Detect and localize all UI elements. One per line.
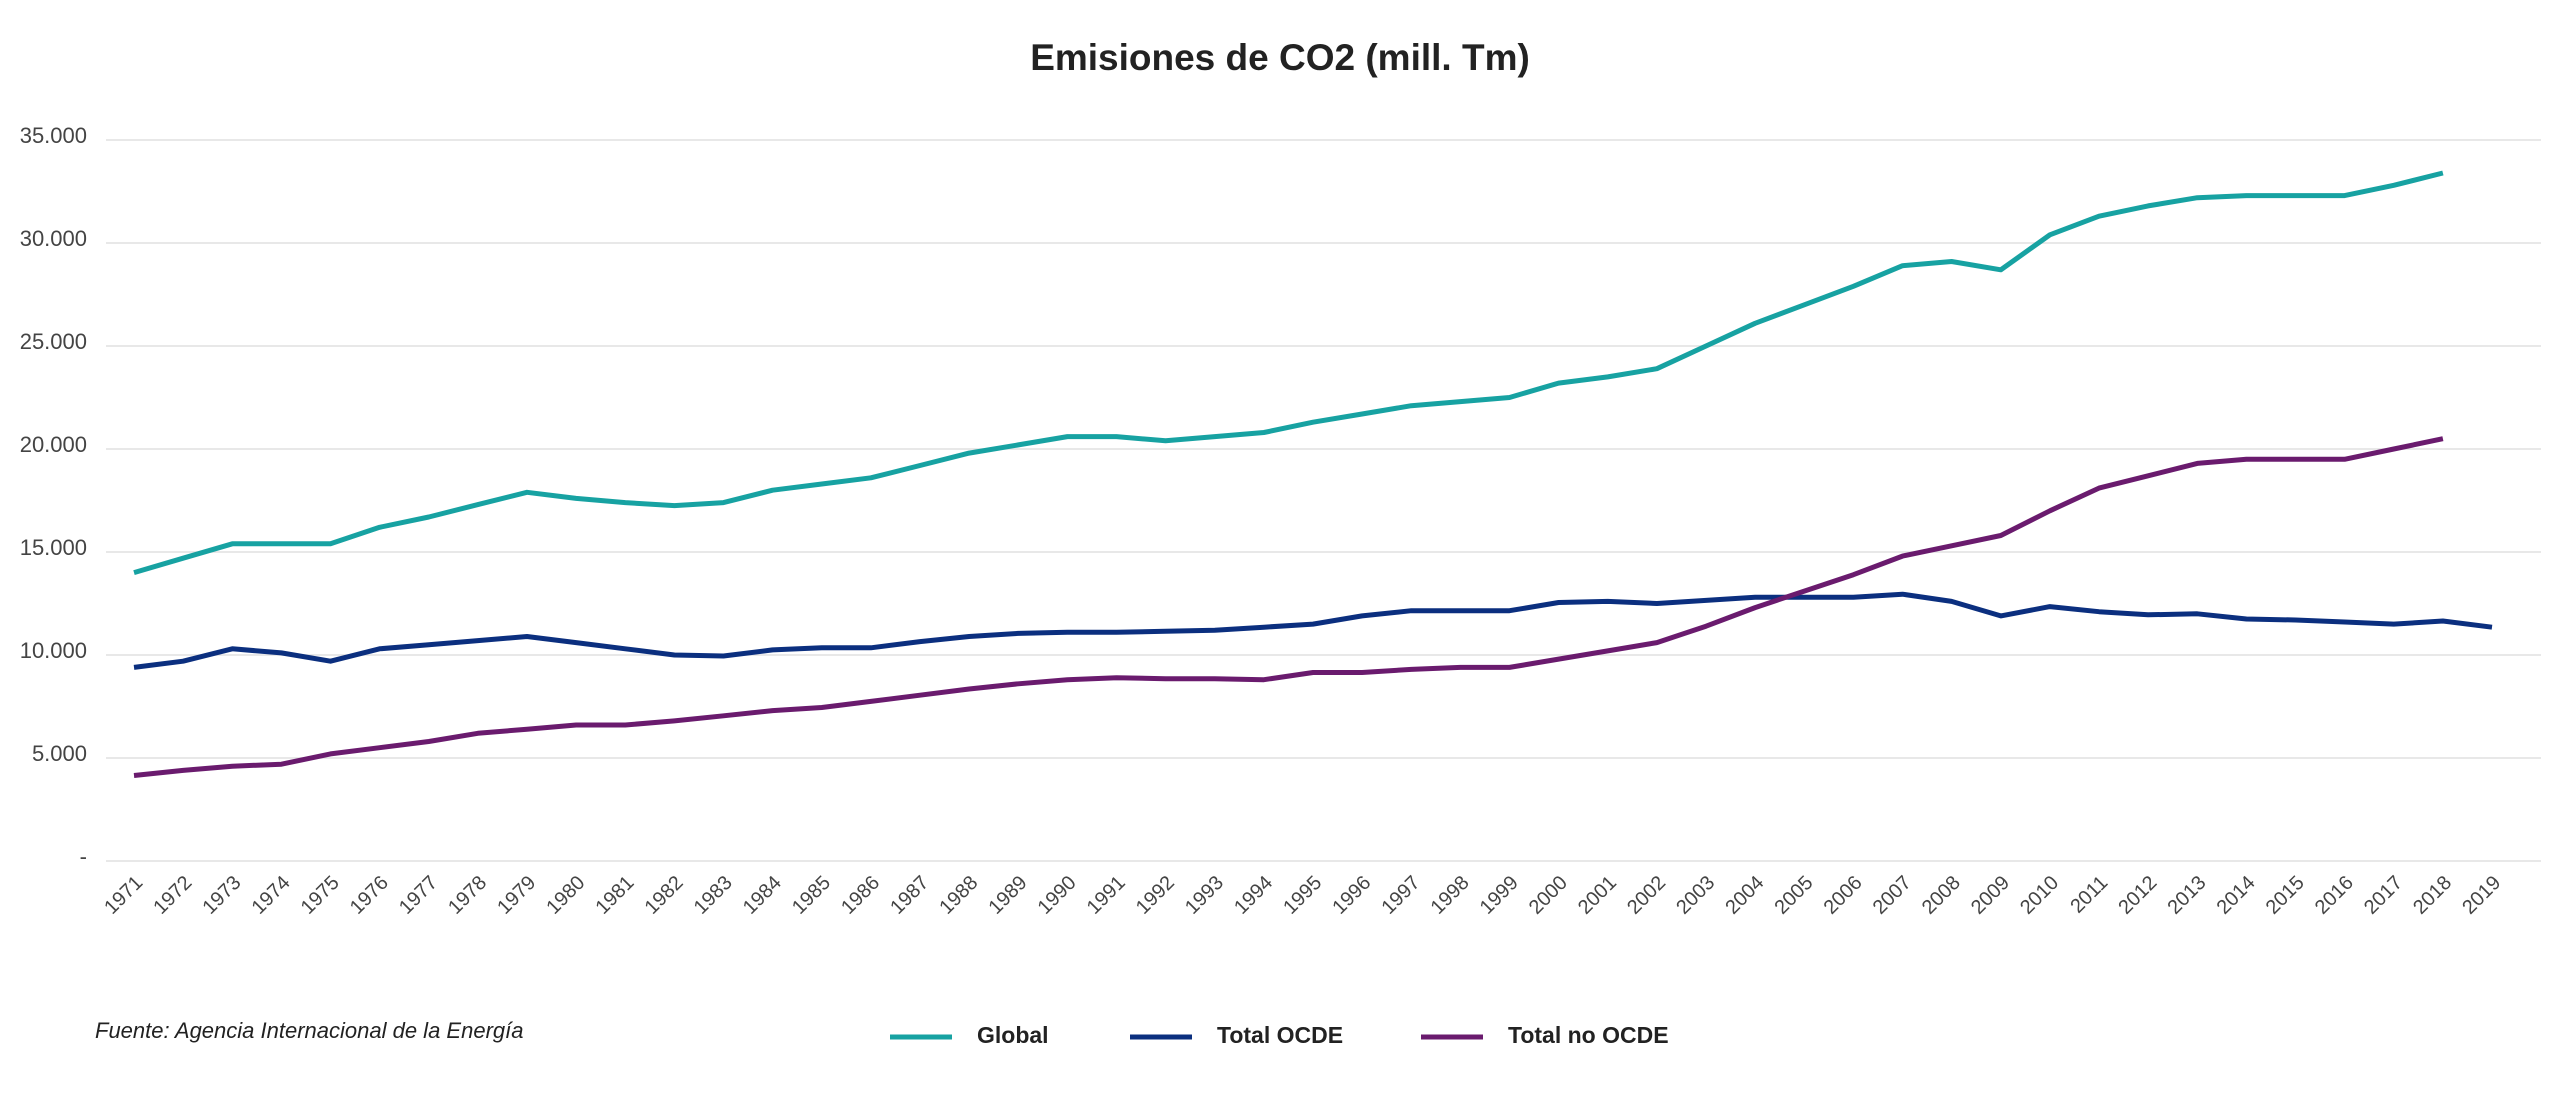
x-tick-label: 1976 [346,872,393,919]
x-tick-label: 2014 [2213,872,2260,919]
x-tick-label: 1971 [100,872,147,919]
legend-label: Global [977,1022,1049,1048]
source-note: Fuente: Agencia Internacional de la Ener… [95,1018,523,1043]
x-tick-label: 1983 [690,872,737,919]
x-tick-label: 1984 [739,872,786,919]
x-tick-label: 1995 [1279,872,1326,919]
x-tick-label: 1981 [591,872,638,919]
x-tick-label: 2002 [1623,872,1670,919]
series-line [133,170,2444,575]
x-tick-label: 2013 [2163,872,2210,919]
x-tick-label: 1994 [1230,872,1277,919]
y-tick-label: 25.000 [20,329,87,354]
x-tick-label: 1974 [248,872,295,919]
x-tick-label: 1997 [1377,872,1424,919]
x-tick-label: 1986 [837,872,884,919]
legend-label: Total OCDE [1217,1022,1343,1048]
x-tick-label: 2019 [2458,872,2505,919]
x-tick-label: 1985 [788,872,835,919]
x-tick-label: 2009 [1967,872,2014,919]
y-tick-label: 5.000 [32,741,87,766]
x-tick-label: 2006 [1820,872,1867,919]
series-line [133,436,2444,778]
y-tick-label: - [80,844,87,869]
x-tick-label: 2010 [2016,872,2063,919]
x-tick-label: 2004 [1721,872,1768,919]
x-tick-label: 1993 [1181,872,1228,919]
x-tick-label: 1990 [1034,872,1081,919]
x-tick-label: 2012 [2114,872,2161,919]
y-tick-label: 10.000 [20,638,87,663]
series-line [133,591,2493,670]
x-tick-label: 2011 [2066,872,2112,918]
x-tick-label: 1972 [149,872,196,919]
x-tick-label: 2007 [1869,872,1916,919]
y-tick-label: 20.000 [20,432,87,457]
x-tick-label: 2017 [2360,872,2407,919]
x-tick-label: 2003 [1672,872,1719,919]
x-tick-label: 2005 [1770,872,1817,919]
x-tick-label: 2008 [1918,872,1965,919]
y-tick-label: 35.000 [20,123,87,148]
x-tick-label: 1973 [198,872,245,919]
x-tick-label: 1996 [1328,872,1375,919]
x-tick-label: 2016 [2311,872,2358,919]
x-tick-label: 1991 [1083,872,1130,919]
x-tick-label: 1988 [935,872,982,919]
x-tick-label: 2000 [1525,872,1572,919]
x-tick-label: 1977 [395,872,442,919]
x-tick-label: 1989 [984,872,1031,919]
x-tick-label: 1979 [493,872,540,919]
x-tick-label: 2018 [2409,872,2456,919]
x-tick-label: 1992 [1132,872,1179,919]
x-tick-label: 1999 [1476,872,1523,919]
legend-label: Total no OCDE [1508,1022,1669,1048]
y-tick-label: 15.000 [20,535,87,560]
x-tick-label: 2015 [2262,872,2309,919]
chart-title: Emisiones de CO2 (mill. Tm) [1030,37,1530,78]
x-tick-label: 1975 [297,872,344,919]
x-tick-label: 1980 [542,872,589,919]
x-tick-label: 1978 [444,872,491,919]
x-tick-label: 1987 [886,872,933,919]
x-tick-label: 2001 [1574,872,1621,919]
x-tick-label: 1998 [1427,872,1474,919]
y-tick-label: 30.000 [20,226,87,251]
x-tick-label: 1982 [641,872,688,919]
